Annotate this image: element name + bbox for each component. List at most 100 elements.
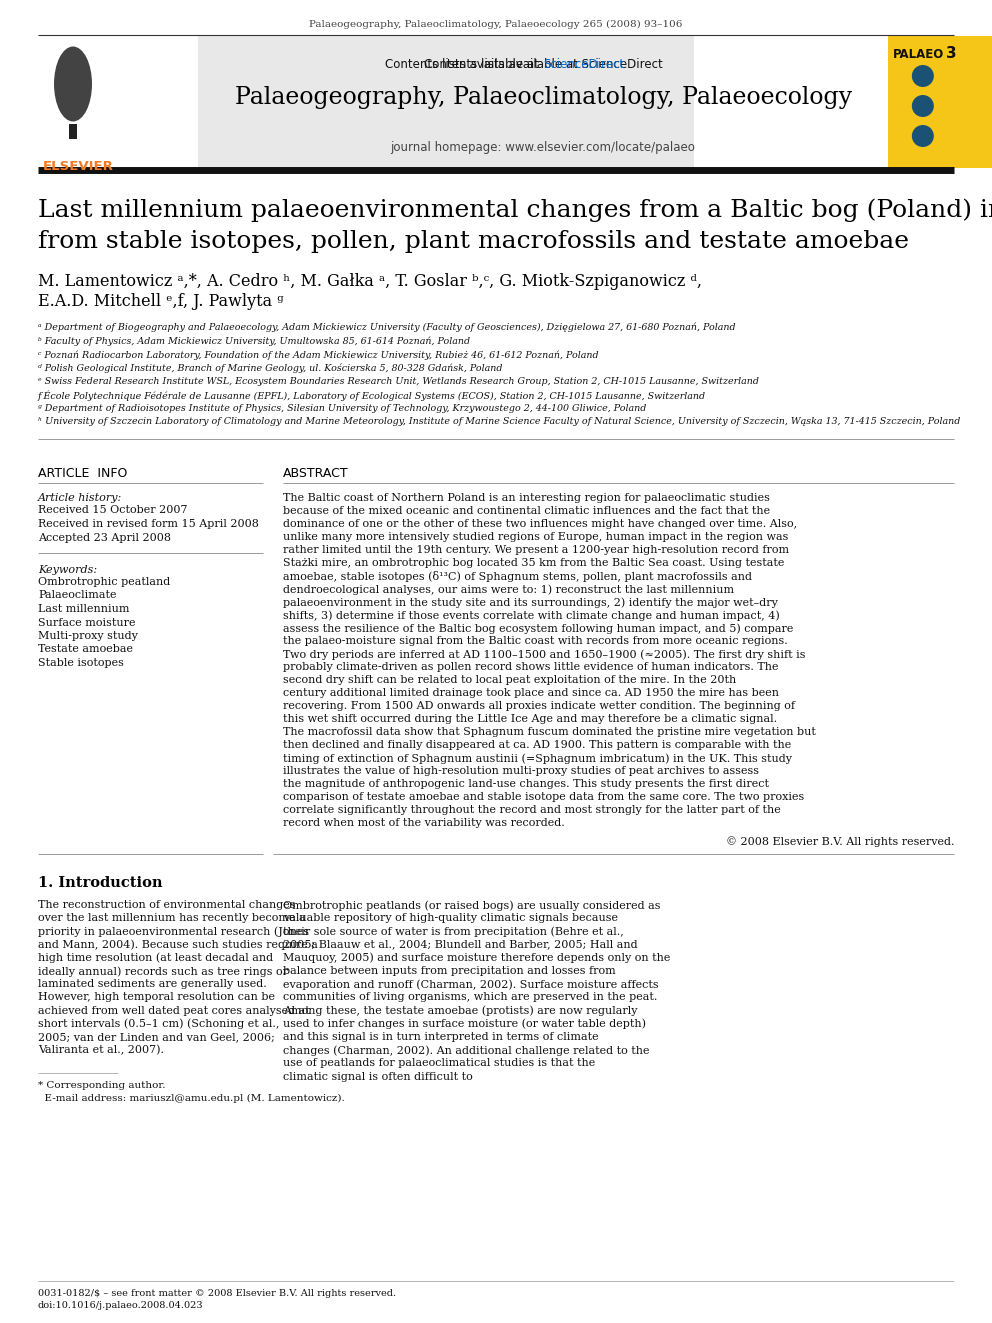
- Text: Article history:: Article history:: [38, 493, 122, 503]
- Text: Received in revised form 15 April 2008: Received in revised form 15 April 2008: [38, 519, 259, 529]
- Text: recovering. From 1500 AD onwards all proxies indicate wetter condition. The begi: recovering. From 1500 AD onwards all pro…: [283, 701, 795, 710]
- Text: ScienceDirect: ScienceDirect: [544, 58, 624, 71]
- Text: century additional limited drainage took place and since ca. AD 1950 the mire ha: century additional limited drainage took…: [283, 688, 779, 699]
- Text: Ombrotrophic peatland: Ombrotrophic peatland: [38, 577, 171, 587]
- Text: The macrofossil data show that Sphagnum fuscum dominated the pristine mire veget: The macrofossil data show that Sphagnum …: [283, 728, 815, 737]
- Text: ᵈ Polish Geological Institute, Branch of Marine Geology, ul. Kościerska 5, 80-32: ᵈ Polish Geological Institute, Branch of…: [38, 364, 503, 373]
- Text: second dry shift can be related to local peat exploitation of the mire. In the 2: second dry shift can be related to local…: [283, 675, 736, 685]
- Text: * Corresponding author.: * Corresponding author.: [38, 1081, 166, 1090]
- Text: correlate significantly throughout the record and most strongly for the latter p: correlate significantly throughout the r…: [283, 804, 781, 815]
- Text: use of peatlands for palaeoclimatical studies is that the: use of peatlands for palaeoclimatical st…: [283, 1058, 595, 1069]
- Text: PALAEO: PALAEO: [893, 48, 944, 61]
- Text: used to infer changes in surface moisture (or water table depth): used to infer changes in surface moistur…: [283, 1019, 646, 1029]
- Ellipse shape: [912, 124, 933, 147]
- Text: E.A.D. Mitchell ᵉ,f, J. Pawlyta ᵍ: E.A.D. Mitchell ᵉ,f, J. Pawlyta ᵍ: [38, 292, 284, 310]
- Text: rather limited until the 19th century. We present a 1200-year high-resolution re: rather limited until the 19th century. W…: [283, 545, 789, 556]
- Bar: [69, 124, 77, 139]
- Text: The reconstruction of environmental changes: The reconstruction of environmental chan…: [38, 900, 296, 910]
- Text: ᵉ Swiss Federal Research Institute WSL, Ecosystem Boundaries Research Unit, Wetl: ᵉ Swiss Federal Research Institute WSL, …: [38, 377, 759, 386]
- Text: ideally annual) records such as tree rings or: ideally annual) records such as tree rin…: [38, 966, 288, 976]
- Text: changes (Charman, 2002). An additional challenge related to the: changes (Charman, 2002). An additional c…: [283, 1045, 649, 1056]
- Text: Ombrotrophic peatlands (or raised bogs) are usually considered as: Ombrotrophic peatlands (or raised bogs) …: [283, 900, 661, 910]
- Text: communities of living organisms, which are preserved in the peat.: communities of living organisms, which a…: [283, 992, 657, 1003]
- Text: The Baltic coast of Northern Poland is an interesting region for palaeoclimatic : The Baltic coast of Northern Poland is a…: [283, 493, 770, 503]
- Text: because of the mixed oceanic and continental climatic influences and the fact th: because of the mixed oceanic and contine…: [283, 505, 770, 516]
- Text: Last millennium: Last millennium: [38, 605, 130, 614]
- Text: dendroecological analyses, our aims were to: 1) reconstruct the last millennium: dendroecological analyses, our aims were…: [283, 583, 734, 594]
- Text: priority in palaeoenvironmental research (Jones: priority in palaeoenvironmental research…: [38, 926, 309, 937]
- Bar: [198, 36, 694, 168]
- Text: 3: 3: [945, 46, 956, 61]
- Text: Mauquoy, 2005) and surface moisture therefore depends only on the: Mauquoy, 2005) and surface moisture ther…: [283, 953, 670, 963]
- Text: unlike many more intensively studied regions of Europe, human impact in the regi: unlike many more intensively studied reg…: [283, 532, 788, 542]
- Bar: [38, 36, 198, 168]
- Text: f École Polytechnique Fédérale de Lausanne (EPFL), Laboratory of Ecological Syst: f École Polytechnique Fédérale de Lausan…: [38, 390, 706, 401]
- Text: ARTICLE  INFO: ARTICLE INFO: [38, 467, 127, 480]
- Text: 1. Introduction: 1. Introduction: [38, 876, 163, 890]
- Text: Accepted 23 April 2008: Accepted 23 April 2008: [38, 533, 171, 542]
- Text: amoebae, stable isotopes (δ¹³C) of Sphagnum stems, pollen, plant macrofossils an: amoebae, stable isotopes (δ¹³C) of Sphag…: [283, 572, 752, 582]
- Text: over the last millennium has recently become a: over the last millennium has recently be…: [38, 913, 306, 923]
- Text: doi:10.1016/j.palaeo.2008.04.023: doi:10.1016/j.palaeo.2008.04.023: [38, 1301, 203, 1310]
- Text: climatic signal is often difficult to: climatic signal is often difficult to: [283, 1072, 472, 1082]
- Text: Testate amoebae: Testate amoebae: [38, 644, 133, 655]
- Text: short intervals (0.5–1 cm) (Schoning et al.,: short intervals (0.5–1 cm) (Schoning et …: [38, 1019, 280, 1029]
- Bar: [888, 36, 992, 168]
- Text: ABSTRACT: ABSTRACT: [283, 467, 348, 480]
- Text: Keywords:: Keywords:: [38, 565, 97, 576]
- Text: dominance of one or the other of these two influences might have changed over ti: dominance of one or the other of these t…: [283, 519, 797, 529]
- Text: Palaeoclimate: Palaeoclimate: [38, 590, 116, 601]
- Text: palaeoenvironment in the study site and its surroundings, 2) identify the major : palaeoenvironment in the study site and …: [283, 597, 778, 607]
- Text: ʰ University of Szczecin Laboratory of Climatology and Marine Meteorology, Insti: ʰ University of Szczecin Laboratory of C…: [38, 418, 960, 426]
- Text: evaporation and runoff (Charman, 2002). Surface moisture affects: evaporation and runoff (Charman, 2002). …: [283, 979, 659, 990]
- Text: the magnitude of anthropogenic land-use changes. This study presents the first d: the magnitude of anthropogenic land-use …: [283, 779, 769, 789]
- Text: assess the resilience of the Baltic bog ecosystem following human impact, and 5): assess the resilience of the Baltic bog …: [283, 623, 793, 634]
- Text: ᵍ Department of Radioisotopes Institute of Physics, Silesian University of Techn: ᵍ Department of Radioisotopes Institute …: [38, 404, 647, 413]
- Text: Received 15 October 2007: Received 15 October 2007: [38, 505, 187, 515]
- Text: record when most of the variability was recorded.: record when most of the variability was …: [283, 818, 564, 828]
- Text: and this signal is in turn interpreted in terms of climate: and this signal is in turn interpreted i…: [283, 1032, 598, 1043]
- Text: ELSEVIER: ELSEVIER: [43, 160, 114, 173]
- Text: 2005; Blaauw et al., 2004; Blundell and Barber, 2005; Hall and: 2005; Blaauw et al., 2004; Blundell and …: [283, 939, 637, 950]
- Text: Surface moisture: Surface moisture: [38, 618, 136, 627]
- Text: then declined and finally disappeared at ca. AD 1900. This pattern is comparable: then declined and finally disappeared at…: [283, 740, 791, 750]
- Text: Among these, the testate amoebae (protists) are now regularly: Among these, the testate amoebae (protis…: [283, 1005, 637, 1016]
- Text: this wet shift occurred during the Little Ice Age and may therefore be a climati: this wet shift occurred during the Littl…: [283, 714, 777, 724]
- Text: from stable isotopes, pollen, plant macrofossils and testate amoebae: from stable isotopes, pollen, plant macr…: [38, 230, 909, 253]
- Text: shifts, 3) determine if those events correlate with climate change and human imp: shifts, 3) determine if those events cor…: [283, 610, 780, 620]
- Text: E-mail address: mariuszl@amu.edu.pl (M. Lamentowicz).: E-mail address: mariuszl@amu.edu.pl (M. …: [38, 1093, 345, 1102]
- Ellipse shape: [54, 46, 92, 122]
- Text: 2005; van der Linden and van Geel, 2006;: 2005; van der Linden and van Geel, 2006;: [38, 1032, 275, 1043]
- Text: and Mann, 2004). Because such studies require a: and Mann, 2004). Because such studies re…: [38, 939, 317, 950]
- Text: ᵃ Department of Biogeography and Palaeoecology, Adam Mickiewicz University (Facu: ᵃ Department of Biogeography and Palaeoe…: [38, 323, 736, 332]
- Text: 0031-0182/$ – see front matter © 2008 Elsevier B.V. All rights reserved.: 0031-0182/$ – see front matter © 2008 El…: [38, 1289, 396, 1298]
- Text: M. Lamentowicz ᵃ,*, A. Cedro ʰ, M. Gałka ᵃ, T. Goslar ᵇ,ᶜ, G. Miotk-Szpiganowicz: M. Lamentowicz ᵃ,*, A. Cedro ʰ, M. Gałka…: [38, 273, 702, 290]
- Text: Contents lists available at ScienceDirect: Contents lists available at ScienceDirec…: [424, 58, 663, 71]
- Text: Two dry periods are inferred at AD 1100–1500 and 1650–1900 (≈2005). The first dr: Two dry periods are inferred at AD 1100–…: [283, 650, 806, 660]
- Text: Multi-proxy study: Multi-proxy study: [38, 631, 138, 642]
- Text: illustrates the value of high-resolution multi-proxy studies of peat archives to: illustrates the value of high-resolution…: [283, 766, 759, 777]
- Ellipse shape: [912, 95, 933, 116]
- Text: journal homepage: www.elsevier.com/locate/palaeo: journal homepage: www.elsevier.com/locat…: [391, 142, 695, 153]
- Text: Palaeogeography, Palaeoclimatology, Palaeoecology: Palaeogeography, Palaeoclimatology, Pala…: [234, 86, 852, 108]
- Text: Stable isotopes: Stable isotopes: [38, 658, 124, 668]
- Text: Palaeogeography, Palaeoclimatology, Palaeoecology 265 (2008) 93–106: Palaeogeography, Palaeoclimatology, Pala…: [310, 20, 682, 29]
- Text: Last millennium palaeoenvironmental changes from a Baltic bog (Poland) inferred: Last millennium palaeoenvironmental chan…: [38, 198, 992, 221]
- Text: Valiranta et al., 2007).: Valiranta et al., 2007).: [38, 1045, 164, 1056]
- Text: high time resolution (at least decadal and: high time resolution (at least decadal a…: [38, 953, 273, 963]
- Text: their sole source of water is from precipitation (Behre et al.,: their sole source of water is from preci…: [283, 926, 623, 937]
- Text: laminated sediments are generally used.: laminated sediments are generally used.: [38, 979, 267, 990]
- Text: Stażki mire, an ombrotrophic bog located 35 km from the Baltic Sea coast. Using : Stażki mire, an ombrotrophic bog located…: [283, 558, 784, 568]
- Text: comparison of testate amoebae and stable isotope data from the same core. The tw: comparison of testate amoebae and stable…: [283, 792, 804, 802]
- Text: © 2008 Elsevier B.V. All rights reserved.: © 2008 Elsevier B.V. All rights reserved…: [725, 836, 954, 847]
- Text: achieved from well dated peat cores analysed at: achieved from well dated peat cores anal…: [38, 1005, 310, 1016]
- Text: valuable repository of high-quality climatic signals because: valuable repository of high-quality clim…: [283, 913, 618, 923]
- Text: ᵇ Faculty of Physics, Adam Mickiewicz University, Umultowska 85, 61-614 Poznań, : ᵇ Faculty of Physics, Adam Mickiewicz Un…: [38, 336, 470, 347]
- Text: Contents lists available at: Contents lists available at: [386, 58, 544, 71]
- Ellipse shape: [912, 65, 933, 87]
- Text: the palaeo-moisture signal from the Baltic coast with records from more oceanic : the palaeo-moisture signal from the Balt…: [283, 636, 788, 646]
- Text: timing of extinction of Sphagnum austinii (=Sphagnum imbricatum) in the UK. This: timing of extinction of Sphagnum austini…: [283, 753, 792, 763]
- Text: However, high temporal resolution can be: However, high temporal resolution can be: [38, 992, 275, 1003]
- Text: balance between inputs from precipitation and losses from: balance between inputs from precipitatio…: [283, 966, 615, 976]
- Text: ᶜ Poznań Radiocarbon Laboratory, Foundation of the Adam Mickiewicz University, R: ᶜ Poznań Radiocarbon Laboratory, Foundat…: [38, 351, 598, 360]
